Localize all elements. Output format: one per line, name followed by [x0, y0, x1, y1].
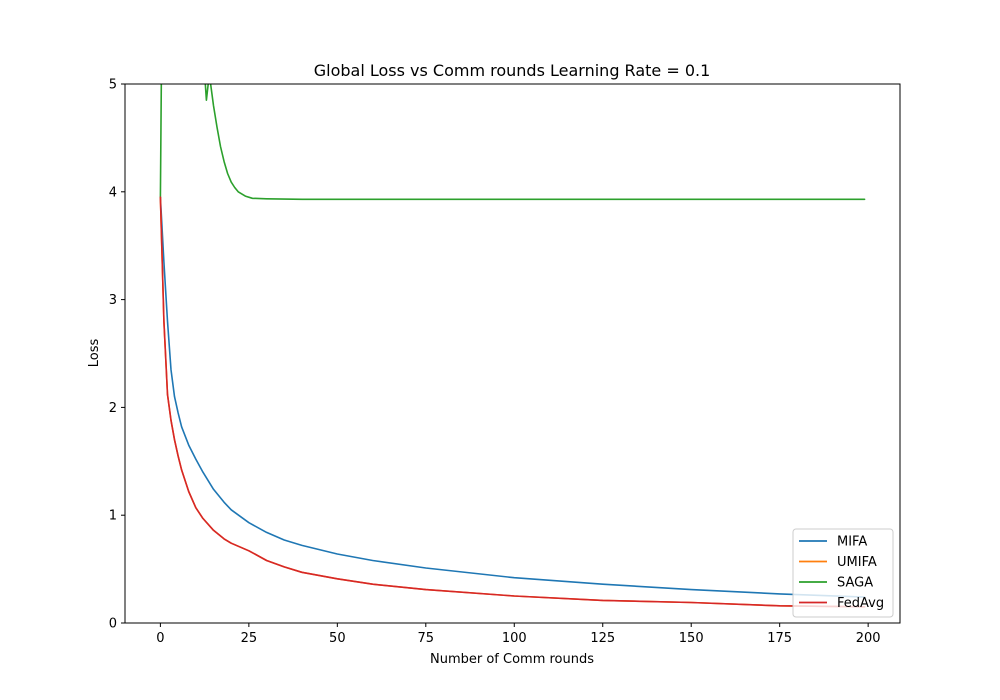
legend-label-mifa: MIFA: [837, 535, 867, 550]
y-tick-label: 3: [109, 293, 117, 308]
x-tick-label: 125: [590, 631, 615, 646]
y-tick-label: 0: [109, 617, 117, 632]
y-tick-label: 2: [109, 401, 117, 416]
x-tick-label: 150: [679, 631, 704, 646]
y-axis: 0 1 2 3 4 5: [109, 78, 125, 632]
series-line-saga: [159, 84, 866, 201]
plot-frame: [124, 83, 901, 624]
legend-label-saga: SAGA: [837, 576, 873, 591]
x-tick-label: 100: [502, 631, 527, 646]
x-tick-label: 25: [241, 631, 258, 646]
series-layer: [159, 84, 866, 608]
series-line-fedavg: [159, 196, 866, 608]
x-tick-label: 75: [418, 631, 435, 646]
legend-label-umifa: UMIFA: [837, 555, 877, 570]
legend: MIFA UMIFA SAGA FedAvg: [792, 528, 894, 618]
x-tick-label: 50: [329, 631, 346, 646]
y-tick-label: 5: [109, 78, 117, 93]
y-tick-label: 1: [109, 509, 117, 524]
chart-title: Global Loss vs Comm rounds Learning Rate…: [314, 61, 711, 80]
legend-label-fedavg: FedAvg: [837, 596, 884, 611]
x-axis: 0 25 50 75 100 125 150 175 200: [156, 623, 881, 646]
x-tick-label: 0: [156, 631, 164, 646]
series-line-mifa: [159, 196, 866, 598]
x-axis-label: Number of Comm rounds: [430, 652, 594, 667]
legend-box: [792, 528, 894, 618]
y-tick-label: 4: [109, 185, 117, 200]
x-tick-label: 200: [856, 631, 881, 646]
x-tick-label: 175: [767, 631, 792, 646]
y-axis-label: Loss: [87, 339, 102, 368]
